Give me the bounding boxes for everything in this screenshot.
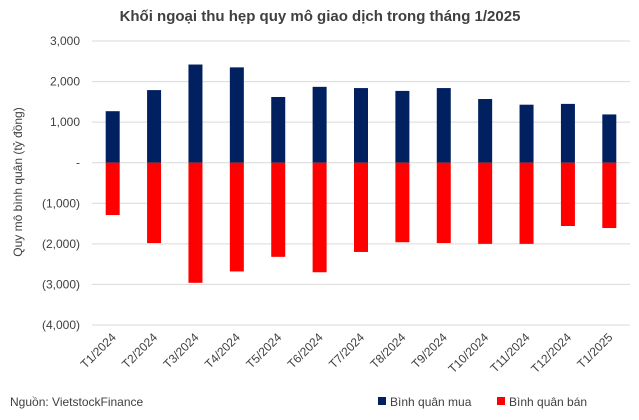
- bar-sell: [478, 162, 493, 244]
- bar-sell: [312, 162, 327, 273]
- bar-sell: [147, 162, 162, 244]
- y-tick-label: -: [76, 156, 80, 170]
- x-tick-label: T5/2024: [243, 330, 284, 371]
- x-tick-label: T3/2024: [161, 330, 202, 371]
- chart-title: Khối ngoại thu hẹp quy mô giao dịch tron…: [120, 8, 521, 25]
- bar-sell: [395, 162, 410, 243]
- y-tick-label: (4,000): [42, 318, 80, 332]
- bar-buy: [602, 114, 617, 163]
- bar-buy: [519, 104, 534, 163]
- y-axis-title: Quy mô bình quân (tỷ đồng): [11, 107, 25, 256]
- bar-buy: [436, 88, 451, 163]
- source-note: Nguồn: VietstockFinance: [10, 395, 144, 409]
- legend-label-buy: Bình quân mua: [390, 395, 472, 409]
- y-axis-ticks: 3,000 2,000 1,000 - (1,000) (2,000) (3,000) (4,…: [42, 34, 80, 332]
- bar-sell: [354, 162, 368, 252]
- x-tick-label: T11/2024: [488, 330, 533, 375]
- legend: Bình quân mua Bình quân bán: [378, 395, 587, 409]
- bar-sell: [560, 162, 575, 227]
- bar-buy: [395, 90, 410, 163]
- bar-buy: [312, 86, 327, 163]
- y-tick-label: 1,000: [50, 115, 80, 129]
- bar-sell: [602, 162, 617, 229]
- x-tick-label: T8/2024: [367, 330, 408, 371]
- legend-swatch-buy: [378, 397, 386, 405]
- x-tick-label: T9/2024: [409, 330, 450, 371]
- bar-buy: [229, 67, 244, 163]
- x-tick-label: T10/2024: [446, 330, 492, 376]
- bar-sell: [519, 162, 534, 244]
- legend-label-sell: Bình quân bán: [509, 395, 587, 409]
- y-tick-label: (1,000): [42, 196, 80, 210]
- x-tick-label: T2/2024: [119, 330, 160, 371]
- bar-sell: [436, 162, 451, 244]
- x-tick-label: T1/2024: [78, 330, 119, 371]
- bar-buy: [354, 88, 368, 163]
- y-tick-label: (3,000): [42, 277, 80, 291]
- x-tick-label: T4/2024: [202, 330, 243, 371]
- bar-sell: [229, 162, 244, 272]
- bar-buy: [271, 96, 286, 163]
- bar-sell: [188, 162, 203, 283]
- x-tick-label: T1/2025: [574, 330, 615, 371]
- legend-swatch-sell: [497, 397, 505, 405]
- x-tick-label: T12/2024: [528, 330, 574, 376]
- y-tick-label: 2,000: [50, 75, 80, 89]
- y-tick-label: (2,000): [42, 237, 80, 251]
- bar-buy: [478, 99, 493, 163]
- x-axis-ticks: T1/2024 T2/2024 T3/2024 T4/2024 T5/2024 T6/20…: [78, 330, 616, 376]
- x-tick-label: T6/2024: [285, 330, 326, 371]
- x-tick-label: T7/2024: [326, 330, 367, 371]
- bar-buy: [188, 64, 203, 163]
- bar-buy: [560, 103, 575, 163]
- y-tick-label: 3,000: [50, 34, 80, 48]
- bars: [105, 64, 617, 283]
- bar-buy: [105, 111, 120, 163]
- bar-sell: [271, 162, 286, 257]
- bar-sell: [105, 162, 120, 216]
- bar-buy: [147, 90, 162, 163]
